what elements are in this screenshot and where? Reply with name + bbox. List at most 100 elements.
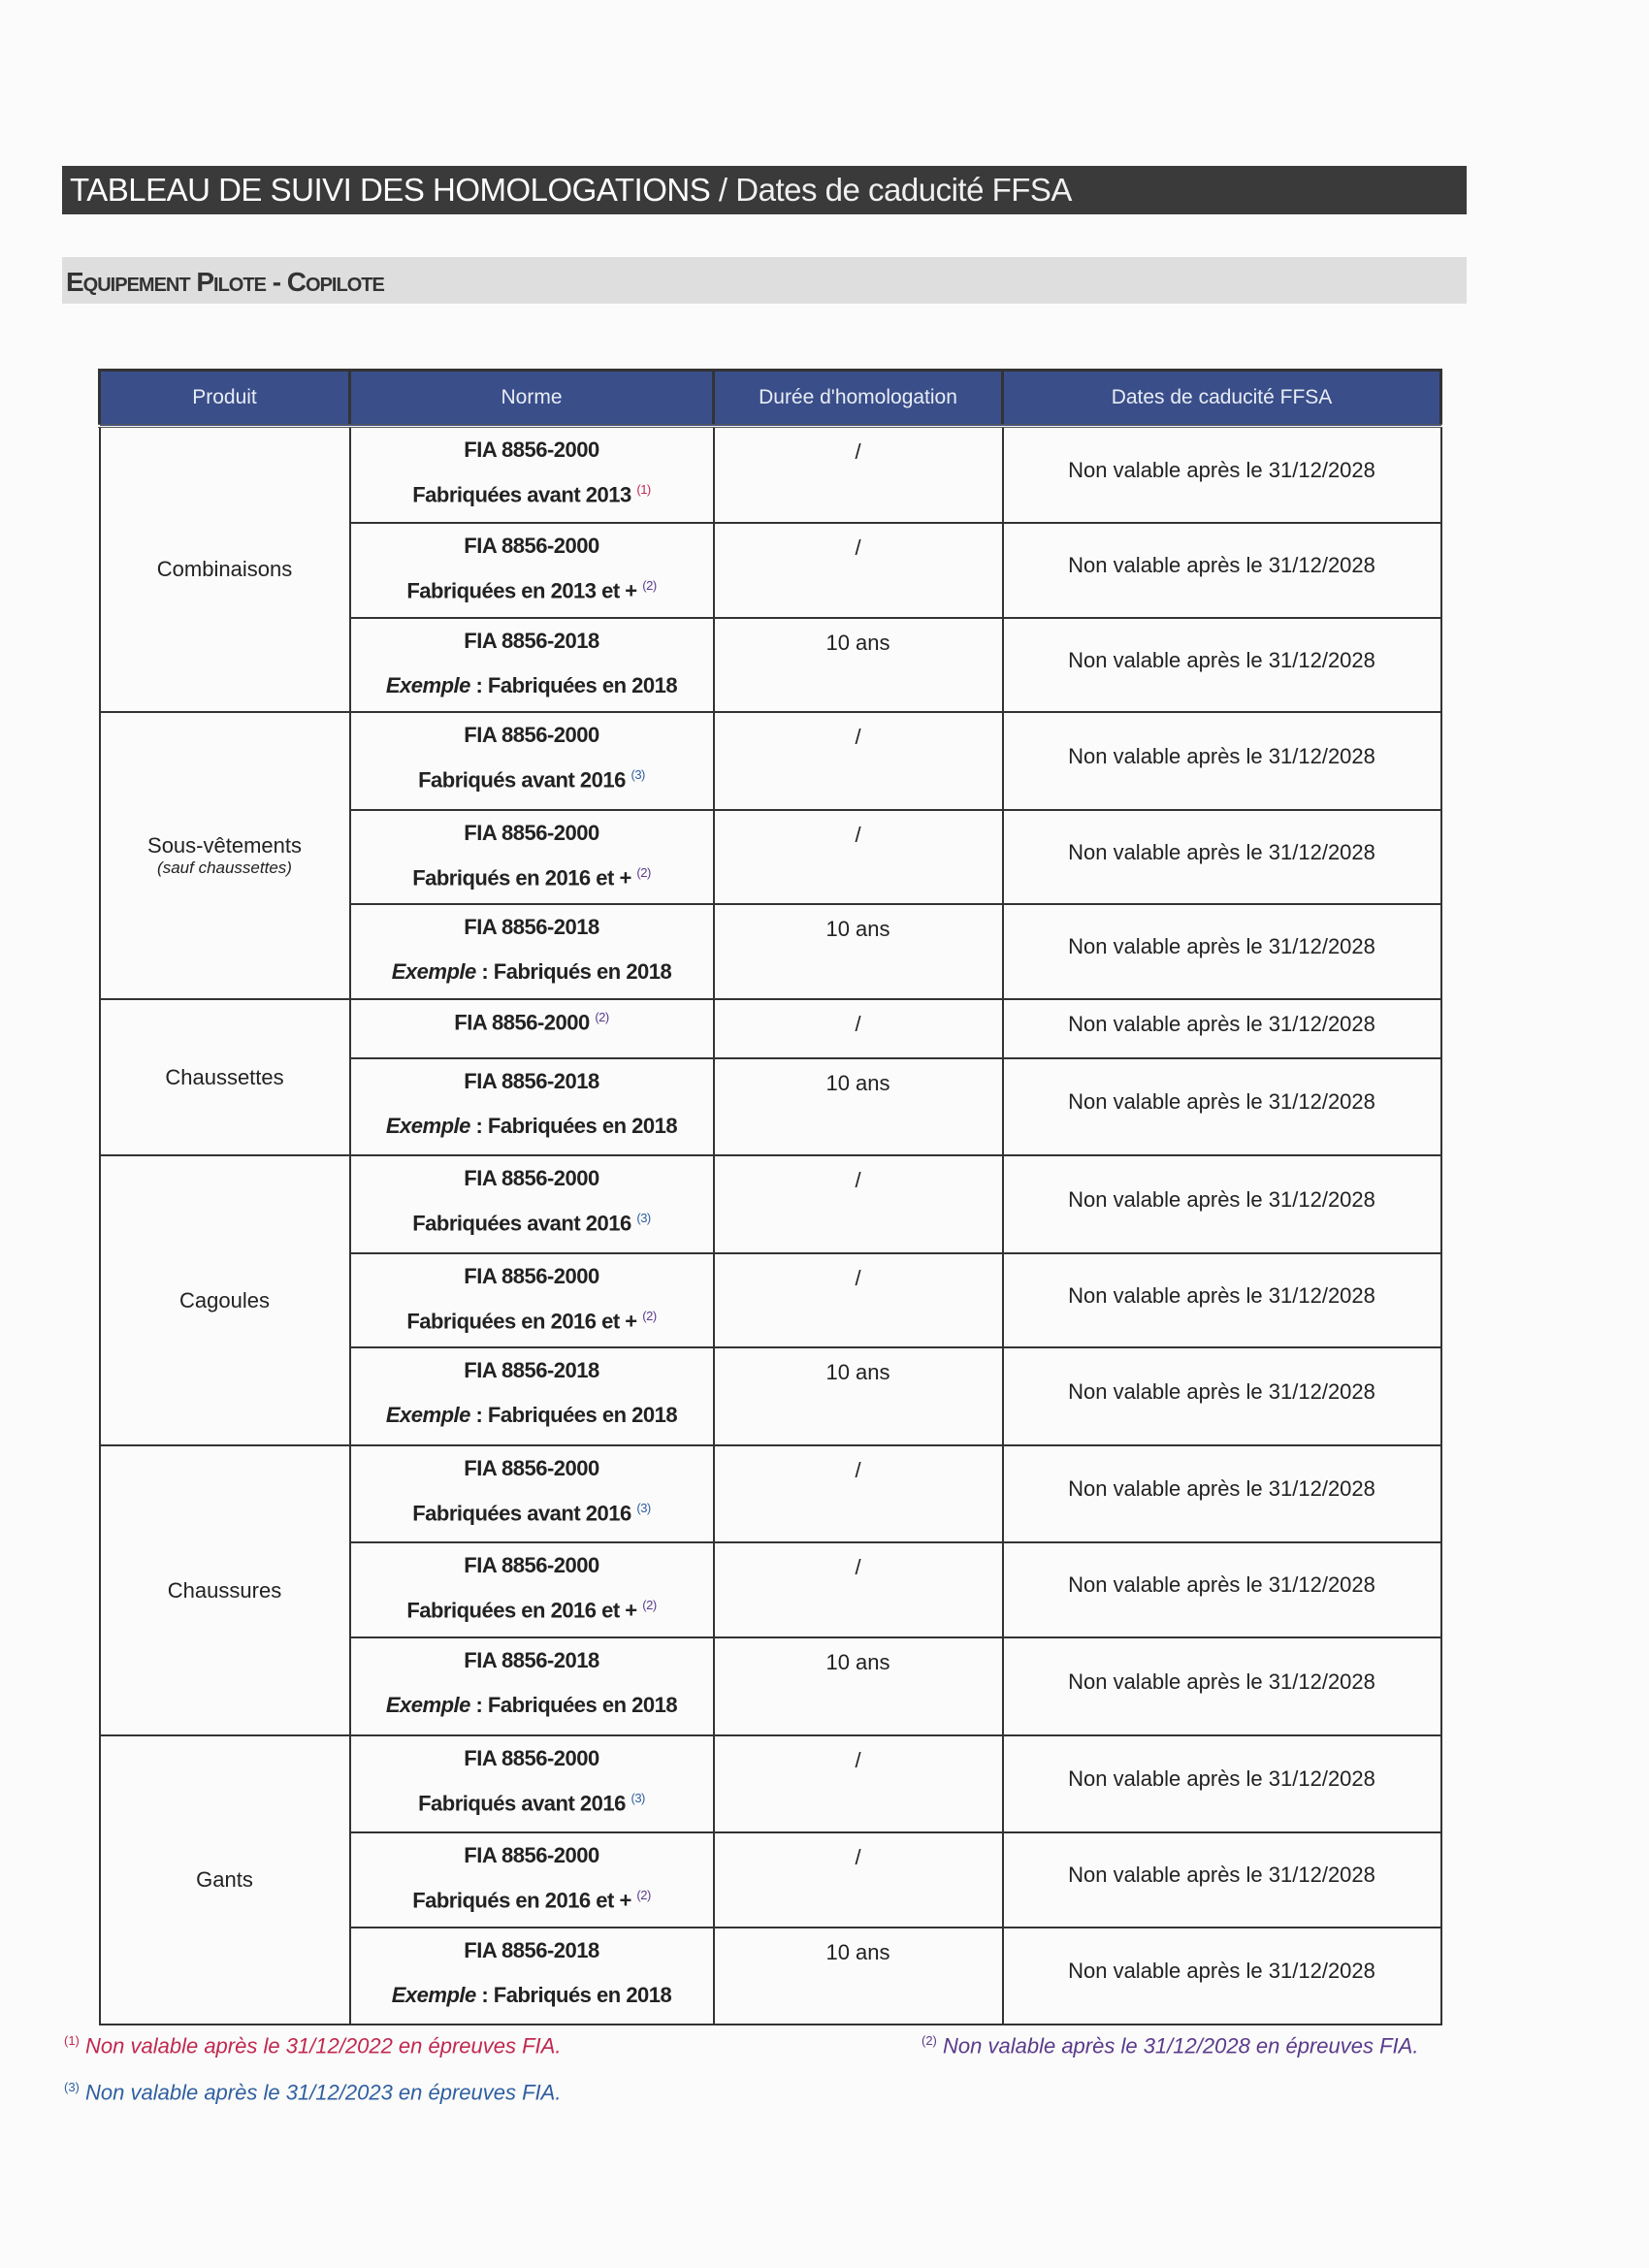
product-name: Combinaisons (156, 557, 293, 581)
product-cell: Gants (98, 1734, 351, 2025)
product-cell: Chaussettes (98, 998, 351, 1156)
detail-text: Fabriqués en 2016 et + (412, 1888, 631, 1913)
norme-detail: Fabriquées en 2013 et + (2) (351, 578, 713, 603)
footnote-ref: (2) (642, 1598, 657, 1612)
norme-detail: Fabriqués avant 2016 (3) (351, 767, 713, 793)
norme-cell: FIA 8856-2000 Fabriqués avant 2016 (3) (348, 711, 715, 811)
norme-standard: FIA 8856-2000 (351, 1843, 713, 1868)
duration-cell: 10 ans (712, 1346, 1004, 1446)
table-row: Chaussures FIA 8856-2000 Fabriquées avant … (98, 1444, 1442, 1736)
norme-detail: Fabriquées en 2016 et + (2) (351, 1598, 713, 1623)
norme-standard: FIA 8856-2018 (351, 1938, 713, 1963)
norme-detail: Fabriquées avant 2013 (1) (351, 482, 713, 507)
norme-detail: Exemple : Fabriquées en 2018 (351, 1693, 713, 1718)
footnote-ref: (2) (595, 1010, 609, 1024)
expiry-date-cell: Non valable après le 31/12/2028 (1001, 1346, 1442, 1446)
norme-cell: FIA 8856-2000 Fabriqués en 2016 et + (2) (348, 809, 715, 905)
homologation-table: Produit Norme Durée d'homologation Dates… (98, 369, 1442, 2025)
col-header-date: Dates de caducité FFSA (1001, 369, 1442, 428)
footnote-ref: (1) (64, 2033, 80, 2048)
footnote-ref: (3) (636, 1501, 651, 1515)
expiry-date-cell: Non valable après le 31/12/2028 (1001, 998, 1442, 1059)
detail-text: : Fabriquées en 2018 (469, 1114, 678, 1138)
detail-text: : Fabriqués en 2018 (475, 1983, 672, 2007)
norme-cell: FIA 8856-2000 (2) (348, 998, 715, 1059)
table-row: FIA 8856-2018 Exemple : Fabriqués en 2018… (100, 1927, 1442, 2025)
norme-standard: FIA 8856-2000 (351, 534, 713, 559)
norme-code: FIA 8856-2000 (464, 437, 599, 462)
duration-cell: / (712, 425, 1004, 524)
norme-standard: FIA 8856-2000 (351, 1746, 713, 1771)
table-row: Chaussettes FIA 8856-2000 (2) / Non valable… (98, 998, 1442, 1156)
duration-cell: / (712, 1541, 1004, 1638)
norme-standard: FIA 8856-2000 (351, 1264, 713, 1289)
norme-standard: FIA 8856-2000 (351, 1553, 713, 1578)
norme-code: FIA 8856-2018 (464, 1648, 599, 1672)
product-name: Chaussettes (165, 1064, 284, 1089)
duration-cell: 10 ans (712, 617, 1004, 713)
footnote-ref: (3) (64, 2080, 80, 2094)
expiry-date-cell: Non valable après le 31/12/2028 (1001, 1444, 1442, 1543)
norme-code: FIA 8856-2000 (464, 723, 599, 747)
norme-standard: FIA 8856-2000 (351, 437, 713, 463)
duration-cell: / (712, 1734, 1004, 1833)
expiry-date-cell: Non valable après le 31/12/2028 (1001, 1057, 1442, 1156)
norme-cell: FIA 8856-2000 Fabriquées en 2013 et + (2) (348, 522, 715, 619)
norme-detail: Exemple : Fabriquées en 2018 (351, 1403, 713, 1428)
expiry-date-cell: Non valable après le 31/12/2028 (1001, 1636, 1442, 1736)
norme-cell: FIA 8856-2000 Fabriqués en 2016 et + (2) (348, 1831, 715, 1928)
norme-detail: Fabriquées avant 2016 (3) (351, 1501, 713, 1526)
footnote-text: Non valable après le 31/12/2028 en épreu… (943, 2033, 1419, 2058)
norme-cell: FIA 8856-2000 Fabriquées avant 2016 (3) (348, 1154, 715, 1254)
detail-text: : Fabriquées en 2018 (469, 1693, 678, 1717)
duration-cell: 10 ans (712, 903, 1004, 1000)
norme-code: FIA 8856-2018 (464, 629, 599, 653)
duration-cell: 10 ans (712, 1636, 1004, 1736)
duration-cell: / (712, 1444, 1004, 1543)
product-name: Chaussures (167, 1577, 282, 1603)
expiry-date-cell: Non valable après le 31/12/2028 (1001, 1831, 1442, 1928)
norme-code: FIA 8856-2018 (464, 1938, 599, 1962)
detail-prefix: Exemple (385, 673, 471, 697)
norme-cell: FIA 8856-2018 Exemple : Fabriqués en 2018 (348, 903, 715, 1000)
footnote-3: (3) Non valable après le 31/12/2023 en é… (64, 2080, 561, 2105)
expiry-date-cell: Non valable après le 31/12/2028 (1001, 1734, 1442, 1833)
table-row: FIA 8856-2018 Exemple : Fabriquées en 201… (100, 1346, 1442, 1446)
expiry-date-cell: Non valable après le 31/12/2028 (1001, 617, 1442, 713)
table-row: FIA 8856-2018 Exemple : Fabriquées en 201… (100, 1636, 1442, 1736)
norme-cell: FIA 8856-2018 Exemple : Fabriquées en 201… (348, 617, 715, 713)
norme-code: FIA 8856-2000 (464, 821, 599, 845)
expiry-date-cell: Non valable après le 31/12/2028 (1001, 1927, 1442, 2025)
footnote-1: (1) Non valable après le 31/12/2022 en é… (64, 2033, 561, 2058)
duration-cell: / (712, 998, 1004, 1059)
table-row: Combinaisons FIA 8856-2000 Fabriquées avan… (98, 425, 1442, 713)
expiry-date-cell: Non valable après le 31/12/2028 (1001, 425, 1442, 524)
product-cell: Sous-vêtements (sauf chaussettes) (98, 711, 351, 1000)
footnote-text: Non valable après le 31/12/2023 en épreu… (85, 2080, 562, 2105)
section-title: Equipement Pilote - Copilote (62, 257, 1467, 304)
duration-cell: / (712, 1252, 1004, 1348)
norme-code: FIA 8856-2000 (464, 1456, 599, 1480)
norme-cell: FIA 8856-2018 Exemple : Fabriquées en 201… (348, 1057, 715, 1156)
norme-cell: FIA 8856-2000 Fabriquées avant 2013 (1) (348, 425, 715, 524)
expiry-date-cell: Non valable après le 31/12/2028 (1001, 1154, 1442, 1254)
footnote-2: (2) Non valable après le 31/12/2028 en é… (922, 2033, 1418, 2058)
norme-detail: Fabriqués avant 2016 (3) (351, 1791, 713, 1816)
norme-detail: Exemple : Fabriquées en 2018 (351, 673, 713, 698)
duration-cell: / (712, 1154, 1004, 1254)
table-row: FIA 8856-2000 Fabriquées en 2016 et + (2)… (100, 1541, 1442, 1638)
norme-cell: FIA 8856-2000 Fabriqués avant 2016 (3) (348, 1734, 715, 1833)
norme-code: FIA 8856-2018 (464, 915, 599, 939)
detail-text: Fabriquées en 2013 et + (406, 578, 637, 603)
detail-prefix: Exemple (391, 1983, 477, 2007)
norme-cell: FIA 8856-2018 Exemple : Fabriquées en 201… (348, 1636, 715, 1736)
norme-cell: FIA 8856-2000 Fabriquées en 2016 et + (2) (348, 1541, 715, 1638)
table-row: FIA 8856-2018 Exemple : Fabriquées en 201… (100, 1057, 1442, 1156)
norme-code: FIA 8856-2000 (464, 1746, 599, 1770)
norme-code: FIA 8856-2000 (464, 1553, 599, 1577)
norme-cell: FIA 8856-2018 Exemple : Fabriqués en 2018 (348, 1927, 715, 2025)
norme-code: FIA 8856-2000 (464, 534, 599, 558)
product-cell: Chaussures (98, 1444, 351, 1736)
expiry-date-cell: Non valable après le 31/12/2028 (1001, 711, 1442, 811)
footnote-text: Non valable après le 31/12/2022 en épreu… (85, 2033, 562, 2058)
